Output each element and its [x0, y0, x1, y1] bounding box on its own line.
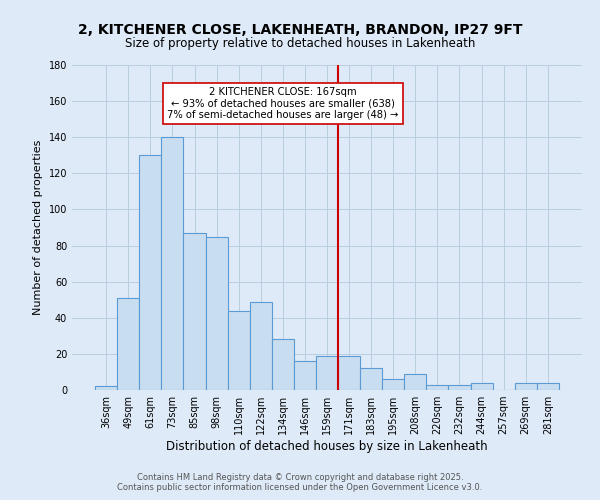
- Bar: [95, 386, 117, 390]
- Bar: [161, 137, 184, 390]
- Bar: [272, 340, 294, 390]
- Bar: [250, 302, 272, 390]
- Text: Size of property relative to detached houses in Lakenheath: Size of property relative to detached ho…: [125, 38, 475, 51]
- Bar: [515, 383, 537, 390]
- Y-axis label: Number of detached properties: Number of detached properties: [33, 140, 43, 315]
- Bar: [117, 298, 139, 390]
- Bar: [338, 356, 360, 390]
- X-axis label: Distribution of detached houses by size in Lakenheath: Distribution of detached houses by size …: [166, 440, 488, 453]
- Bar: [382, 379, 404, 390]
- Bar: [206, 236, 227, 390]
- Bar: [316, 356, 338, 390]
- Bar: [470, 383, 493, 390]
- Bar: [427, 384, 448, 390]
- Bar: [360, 368, 382, 390]
- Text: 2 KITCHENER CLOSE: 167sqm
← 93% of detached houses are smaller (638)
7% of semi-: 2 KITCHENER CLOSE: 167sqm ← 93% of detac…: [167, 86, 398, 120]
- Bar: [227, 310, 250, 390]
- Bar: [448, 384, 470, 390]
- Text: Contains HM Land Registry data © Crown copyright and database right 2025.
Contai: Contains HM Land Registry data © Crown c…: [118, 473, 482, 492]
- Bar: [404, 374, 427, 390]
- Bar: [139, 156, 161, 390]
- Bar: [184, 233, 206, 390]
- Bar: [294, 361, 316, 390]
- Text: 2, KITCHENER CLOSE, LAKENHEATH, BRANDON, IP27 9FT: 2, KITCHENER CLOSE, LAKENHEATH, BRANDON,…: [78, 22, 522, 36]
- Bar: [537, 383, 559, 390]
